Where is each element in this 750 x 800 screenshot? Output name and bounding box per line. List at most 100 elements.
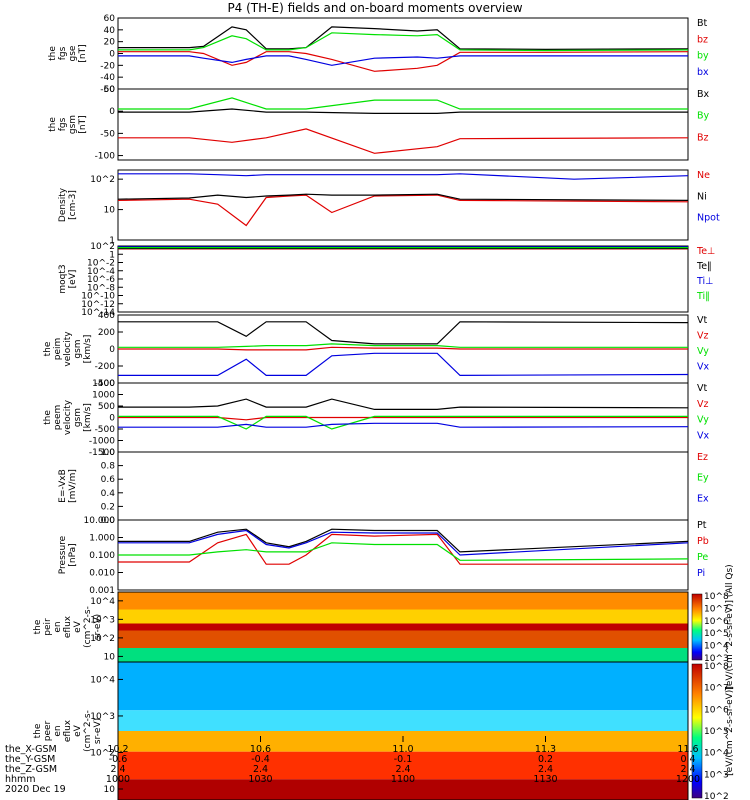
y-axis-label: en [53, 621, 63, 632]
series-line-Bx [118, 108, 688, 115]
y-axis-label: sr-eV) [93, 718, 103, 744]
panel-frame [117, 88, 689, 161]
heatmap-band [118, 648, 688, 662]
colorbar-tick-label: 10^4 [704, 749, 729, 759]
legend-entry: bx [697, 67, 709, 78]
y-axis-label: [nT] [78, 115, 88, 133]
legend-entry: Te⊥ [696, 246, 715, 257]
y-tick-label: 10^-4 [87, 267, 115, 277]
y-tick-label: 40 [104, 26, 116, 36]
series-line-bx [118, 55, 688, 66]
y-axis-label: peim [53, 338, 63, 361]
x-axis-value: 10.2 [107, 744, 128, 755]
x-axis-value: 1030 [248, 774, 272, 785]
y-tick-label: 10^-10 [81, 292, 115, 302]
colorbar-tick-label: 10^7 [704, 684, 729, 694]
legend-entry: Pe [697, 552, 708, 563]
panel-fgs_gsm: -100 -50 0 50 the fgs gsm [nT] Bx By Bz [48, 85, 710, 162]
y-axis-label: moqt3 [58, 264, 68, 293]
series-line-Vy [118, 343, 688, 348]
series-line-Vt [118, 321, 689, 345]
y-axis-label: (cm^2-s- [83, 606, 93, 648]
series-line-Bt [118, 26, 689, 51]
y-axis-label: E=-VxB [58, 469, 68, 503]
date-label: 2020 Dec 19 [5, 784, 66, 795]
x-axis-value: 11.0 [392, 744, 413, 755]
heatmap-band [118, 630, 688, 648]
y-tick-label: 10^-14 [81, 308, 115, 318]
y-tick-label: 0.6 [101, 475, 116, 485]
colorbar [691, 593, 703, 661]
x-axis-value: -0.4 [251, 754, 270, 765]
x-axis-row-label: the_Y-GSM [5, 754, 55, 765]
x-axis-value: 2.4 [538, 764, 553, 775]
heatmap-band [118, 623, 688, 631]
colorbar-tick-label: 10^8 [704, 662, 729, 672]
panel-density: 1 10 10^2 Density [cm-3] Ne Ni Npot [58, 169, 720, 246]
x-axis-value: 2.4 [253, 764, 268, 775]
x-axis-value: 0.2 [538, 754, 553, 765]
series-line-Vz [118, 416, 688, 421]
colorbar-tick-label: 10^4 [704, 642, 729, 652]
legend-entry: Pi [697, 568, 705, 579]
colorbar [691, 663, 703, 799]
y-axis-label: the [43, 410, 53, 425]
y-axis-label: gsm [68, 115, 78, 134]
y-tick-label: 0.001 [89, 586, 115, 596]
y-tick-label: 1 [109, 236, 115, 246]
series-line-Pi [118, 529, 689, 556]
x-axis-value: 2.4 [395, 764, 410, 775]
y-axis-label: [nPa] [68, 543, 78, 566]
legend-entry: Ti‖ [696, 291, 710, 302]
heatmap-band [118, 609, 688, 624]
x-axis-value: 2.4 [680, 764, 695, 775]
x-axis-value: -0.1 [394, 754, 413, 765]
series-line-Pb [118, 533, 688, 565]
heatmap-band [118, 779, 688, 800]
x-axis-value: 11.6 [677, 744, 698, 755]
legend-entry: Ey [697, 473, 709, 484]
legend-entry: Ez [697, 452, 708, 463]
y-tick-label: 0.8 [101, 462, 116, 472]
y-tick-label: 50 [104, 85, 116, 95]
y-axis-label: eV [73, 724, 83, 737]
y-axis-label: eflux [63, 615, 73, 638]
legend-entry: Pb [697, 536, 709, 547]
y-axis-label: gsm [73, 339, 83, 358]
y-axis-label: velocity [63, 331, 73, 367]
y-axis-label: eV [73, 620, 83, 633]
legend-entry: Vz [697, 331, 709, 342]
panel-frame [117, 169, 689, 241]
legend-entry: Vy [697, 415, 709, 426]
y-tick-label: 10^2 [90, 242, 115, 252]
colorbar-tick-label: 10^8 [704, 592, 729, 602]
y-tick-label: -40 [100, 73, 115, 83]
y-axis-label: the [33, 723, 43, 738]
y-tick-label: 10^2 [90, 175, 115, 185]
x-axis-value: 1200 [676, 774, 700, 785]
y-axis-label: [cm-3] [68, 190, 78, 220]
colorbar-tick-label: 10^3 [704, 770, 729, 780]
y-tick-label: 10 [104, 785, 116, 795]
colorbar-tick-label: 10^6 [704, 617, 729, 627]
colorbar-label: [eV/(cm^2-s-sr-eV)] (All Qs) [725, 564, 735, 689]
legend-entry: Ni [697, 191, 707, 202]
y-axis-label: the [48, 46, 58, 61]
series-line-Pe [118, 542, 689, 561]
series-line-Vx [118, 352, 689, 377]
y-tick-label: 0 [109, 414, 115, 424]
y-axis-label: the [33, 619, 43, 634]
y-tick-label: -50 [100, 129, 115, 139]
panel-peir_spectrum: 10^3 10^4 10^5 10^6 10^7 10^8[eV/(cm^2-s-sr-e… [33, 564, 735, 689]
series-line-Vx [118, 422, 689, 428]
y-axis-label: (cm^2-s- [83, 710, 93, 752]
x-axis-value: 1100 [391, 774, 415, 785]
series-line-by [118, 32, 689, 52]
y-tick-label: 0 [109, 345, 115, 355]
y-axis-label: velocity [63, 399, 73, 435]
y-axis-label: [nT] [78, 44, 88, 62]
x-axis-value: 2.4 [110, 764, 125, 775]
colorbar-tick-label: 10^6 [704, 705, 729, 715]
legend-entry: Te‖ [696, 261, 712, 272]
